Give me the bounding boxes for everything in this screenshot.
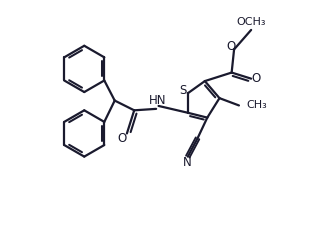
Text: S: S (179, 84, 186, 97)
Text: OCH₃: OCH₃ (236, 17, 266, 27)
Text: CH₃: CH₃ (247, 100, 268, 110)
Text: O: O (227, 40, 236, 53)
Text: N: N (183, 157, 192, 170)
Text: HN: HN (149, 94, 167, 107)
Text: O: O (251, 72, 260, 85)
Text: O: O (118, 132, 127, 145)
